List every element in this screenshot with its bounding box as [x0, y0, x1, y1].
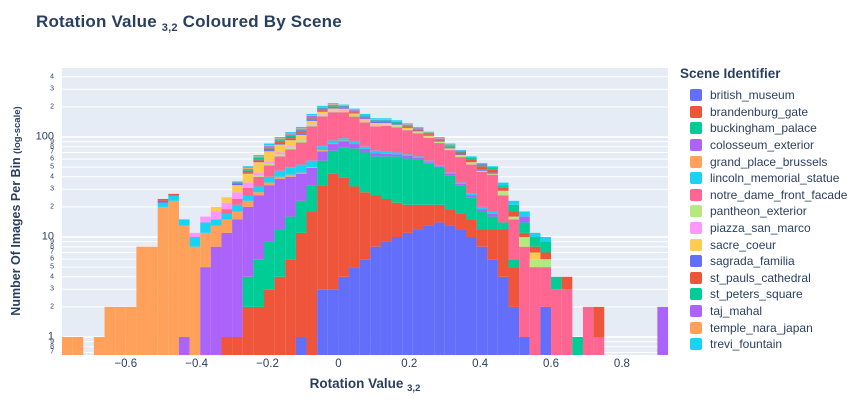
legend-label: colosseum_exterior [710, 138, 815, 153]
y-minor-tick-label: 8 [50, 343, 54, 351]
y-minor-tick-label: 7 [50, 348, 54, 356]
y-minor-tick-label: 3 [50, 85, 54, 93]
y-minor-tick-label: 4 [50, 273, 54, 281]
legend-swatch [690, 188, 702, 201]
legend-item-taj_mahal[interactable]: taj_mahal [680, 303, 866, 320]
x-tick-label: −0.4 [185, 358, 209, 370]
legend-label: sacre_coeur [710, 237, 777, 252]
y-minor-tick-label: 5 [50, 263, 54, 271]
legend-items: british_museum brandenburg_gate buckingham… [680, 87, 866, 353]
legend-item-buckingham_palace[interactable]: buckingham_palace [680, 120, 866, 137]
y-minor-tick-label: 3 [50, 285, 54, 293]
x-tick-label: −0.6 [114, 358, 138, 370]
legend-label: lincoln_memorial_statue [710, 171, 840, 186]
legend-item-pantheon_exterior[interactable]: pantheon_exterior [680, 203, 866, 220]
x-tick-label: 0.2 [401, 358, 418, 370]
legend-label: pantheon_exterior [710, 204, 807, 219]
x-axis-title-text: Rotation Value [309, 376, 408, 391]
x-tick-label: 0.4 [472, 358, 489, 370]
legend-item-lincoln_memorial_statue[interactable]: lincoln_memorial_statue [680, 170, 866, 187]
y-minor-tick-label: 8 [50, 143, 54, 151]
legend-label: sagrada_familia [710, 254, 795, 269]
y-minor-tick-label: 5 [50, 163, 54, 171]
histogram-plot[interactable] [62, 68, 668, 355]
legend-swatch [690, 172, 702, 185]
x-axis-ticks: −0.6 −0.4 −0.2 0 0.2 0.4 0.6 0.8 [62, 357, 668, 373]
legend-label: notre_dame_front_facade [710, 187, 848, 202]
y-tick-label: 1 [47, 330, 54, 343]
histogram-bars[interactable] [62, 103, 668, 355]
title-subscript: 3,2 [161, 22, 178, 34]
legend-item-british_museum[interactable]: british_museum [680, 87, 866, 104]
legend-title: Scene Identifier [680, 66, 781, 81]
legend-item-temple_nara_japan[interactable]: temple_nara_japan [680, 319, 866, 336]
legend-swatch [690, 338, 702, 351]
y-minor-tick-label: 6 [50, 155, 54, 163]
legend-item-brandenburg_gate[interactable]: brandenburg_gate [680, 104, 866, 121]
legend-swatch [690, 205, 702, 218]
title-suffix: Coloured By Scene [177, 12, 342, 31]
legend-item-trevi_fountain[interactable]: trevi_fountain [680, 336, 866, 353]
legend-swatch [690, 89, 702, 102]
legend-swatch [690, 321, 702, 334]
y-minor-tick-label: 6 [50, 255, 54, 263]
legend-swatch [690, 155, 702, 168]
legend-swatch [690, 305, 702, 318]
legend-label: grand_place_brussels [710, 154, 828, 169]
y-minor-tick-label: 3 [50, 185, 54, 193]
legend-label: piazza_san_marco [710, 221, 811, 236]
y-tick-label: 100 [35, 130, 54, 143]
legend-swatch [690, 255, 702, 268]
legend-swatch [690, 122, 702, 135]
y-minor-tick-label: 7 [50, 248, 54, 256]
y-tick-label: 10 [41, 230, 54, 243]
y-minor-tick-label: 7 [50, 148, 54, 156]
legend-label: buckingham_palace [710, 121, 817, 136]
y-axis-ticks: 1 10 100 7 8 9 2 3 4 5 6 7 8 9 2 3 4 5 6 7 8 9 2 3 4 [0, 68, 58, 356]
x-tick-label: 0.8 [613, 358, 630, 370]
legend-label: brandenburg_gate [710, 104, 809, 119]
legend-label: st_pauls_cathedral [710, 270, 811, 285]
legend-swatch [690, 105, 702, 118]
legend-item-notre_dame_front_facade[interactable]: notre_dame_front_facade [680, 187, 866, 204]
x-tick-label: −0.2 [256, 358, 279, 370]
y-minor-tick-label: 4 [50, 173, 54, 181]
legend-label: taj_mahal [710, 304, 763, 319]
legend-swatch [690, 139, 702, 152]
y-minor-tick-label: 4 [50, 73, 54, 81]
legend-item-piazza_san_marco[interactable]: piazza_san_marco [680, 220, 866, 237]
legend: Scene Identifier british_museum brandenbu… [680, 66, 866, 353]
legend-item-grand_place_brussels[interactable]: grand_place_brussels [680, 153, 866, 170]
x-tick-label: 0 [335, 358, 342, 370]
legend-swatch [690, 238, 702, 251]
y-minor-tick-label: 2 [50, 303, 54, 311]
y-minor-tick-label: 2 [50, 103, 54, 111]
y-minor-tick-label: 8 [50, 243, 54, 251]
x-axis-title: Rotation Value 3,2 [62, 376, 668, 394]
legend-label: temple_nara_japan [710, 320, 813, 335]
title-text: Rotation Value [36, 12, 162, 31]
y-minor-tick-label: 9 [50, 238, 54, 246]
legend-item-sacre_coeur[interactable]: sacre_coeur [680, 236, 866, 253]
legend-label: st_peters_square [710, 287, 803, 302]
y-minor-tick-label: 2 [50, 203, 54, 211]
legend-label: british_museum [710, 88, 795, 103]
x-tick-label: 0.6 [543, 358, 560, 370]
plot-area[interactable] [62, 68, 668, 355]
legend-swatch [690, 222, 702, 235]
legend-swatch [690, 271, 702, 284]
y-minor-tick-label: 9 [50, 338, 54, 346]
legend-label: trevi_fountain [710, 337, 783, 352]
legend-item-st_pauls_cathedral[interactable]: st_pauls_cathedral [680, 270, 866, 287]
legend-item-sagrada_familia[interactable]: sagrada_familia [680, 253, 866, 270]
y-minor-tick-label: 9 [50, 138, 54, 146]
x-axis-title-subscript: 3,2 [407, 383, 421, 394]
legend-item-st_peters_square[interactable]: st_peters_square [680, 286, 866, 303]
page-title: Rotation Value 3,2 Coloured By Scene [36, 12, 342, 34]
legend-item-colosseum_exterior[interactable]: colosseum_exterior [680, 137, 866, 154]
legend-swatch [690, 288, 702, 301]
